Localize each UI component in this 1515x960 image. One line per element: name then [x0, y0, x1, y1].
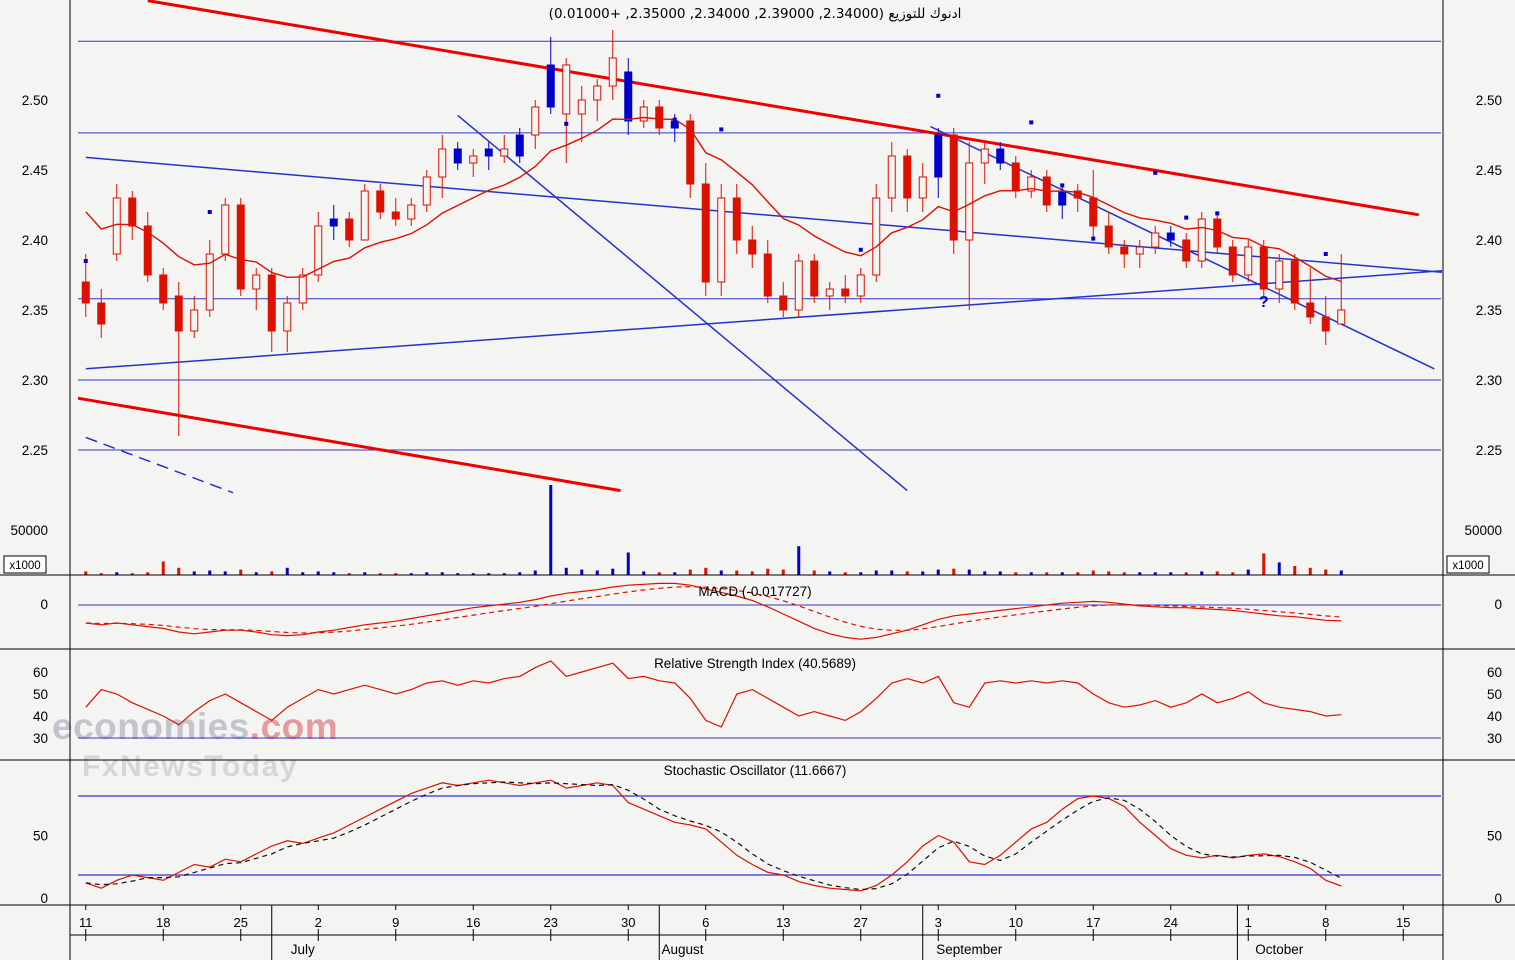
svg-text:0: 0 — [1494, 597, 1502, 612]
watermark-brand: economies.com — [52, 706, 339, 747]
svg-text:2.50: 2.50 — [22, 93, 48, 108]
svg-text:40: 40 — [33, 709, 48, 724]
watermark-tld: .com — [249, 706, 339, 747]
svg-text:August: August — [661, 942, 703, 957]
svg-text:13: 13 — [776, 915, 790, 930]
svg-text:11: 11 — [79, 915, 93, 930]
svg-text:2.45: 2.45 — [22, 163, 48, 178]
svg-text:27: 27 — [854, 915, 868, 930]
svg-text:23: 23 — [544, 915, 558, 930]
svg-text:2.35: 2.35 — [22, 303, 48, 318]
svg-text:0: 0 — [40, 891, 48, 906]
svg-text:2.45: 2.45 — [1476, 163, 1502, 178]
svg-text:16: 16 — [466, 915, 480, 930]
svg-text:10: 10 — [1009, 915, 1023, 930]
svg-text:50: 50 — [33, 829, 48, 844]
svg-text:15: 15 — [1396, 915, 1410, 930]
svg-text:July: July — [291, 942, 315, 957]
svg-text:50: 50 — [1487, 829, 1502, 844]
svg-text:x1000: x1000 — [9, 560, 40, 572]
svg-text:2: 2 — [315, 915, 322, 930]
svg-text:2.30: 2.30 — [1476, 373, 1502, 388]
svg-text:50: 50 — [1487, 687, 1502, 702]
svg-text:60: 60 — [33, 665, 48, 680]
svg-text:18: 18 — [156, 915, 170, 930]
watermark-subbrand: FxNewsToday — [82, 750, 298, 783]
svg-text:8: 8 — [1322, 915, 1329, 930]
svg-text:50: 50 — [33, 687, 48, 702]
svg-text:1: 1 — [1245, 915, 1252, 930]
svg-text:6: 6 — [702, 915, 709, 930]
chart-title: ادنوك للتوزيع (2.34000, 2.39000, 2.34000… — [548, 6, 962, 22]
watermark: economies.com FxNewsToday — [52, 708, 338, 782]
svg-text:40: 40 — [1487, 709, 1502, 724]
svg-text:x1000: x1000 — [1452, 560, 1483, 572]
svg-text:2.50: 2.50 — [1476, 93, 1502, 108]
svg-text:3: 3 — [935, 915, 942, 930]
svg-text:2.25: 2.25 — [22, 443, 48, 458]
svg-text:2.25: 2.25 — [1476, 443, 1502, 458]
svg-text:0: 0 — [40, 597, 48, 612]
svg-text:50000: 50000 — [10, 523, 48, 538]
svg-text:?: ? — [1259, 294, 1269, 311]
svg-text:25: 25 — [234, 915, 248, 930]
svg-text:October: October — [1255, 942, 1304, 957]
rsi-panel-title: Relative Strength Index (40.5689) — [654, 656, 856, 671]
macd-panel-title: MACD (-0.017727) — [698, 584, 812, 599]
svg-text:17: 17 — [1086, 915, 1100, 930]
svg-text:2.40: 2.40 — [22, 233, 48, 248]
svg-text:60: 60 — [1487, 665, 1502, 680]
svg-text:24: 24 — [1164, 915, 1178, 930]
svg-text:30: 30 — [621, 915, 635, 930]
svg-text:2.40: 2.40 — [1476, 233, 1502, 248]
svg-text:0: 0 — [1494, 891, 1502, 906]
svg-text:September: September — [936, 942, 1003, 957]
svg-text:30: 30 — [1487, 731, 1502, 746]
svg-text:2.30: 2.30 — [22, 373, 48, 388]
stoch-panel-title: Stochastic Oscillator (11.6667) — [663, 763, 847, 778]
svg-text:9: 9 — [392, 915, 399, 930]
svg-text:2.35: 2.35 — [1476, 303, 1502, 318]
svg-text:50000: 50000 — [1464, 523, 1502, 538]
svg-text:30: 30 — [33, 731, 48, 746]
